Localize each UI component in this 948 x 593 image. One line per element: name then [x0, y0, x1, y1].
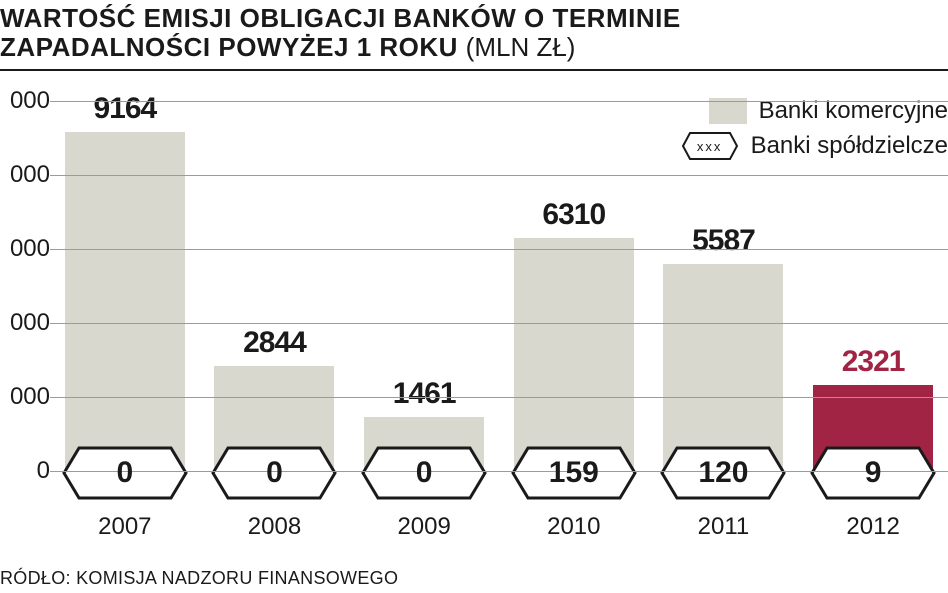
cooperative-value: 0	[416, 456, 433, 490]
bar-column: 63101592010	[514, 198, 634, 471]
x-category-label: 2007	[65, 513, 185, 541]
bar-column: 146102009	[364, 377, 484, 471]
y-tick-label: 000	[0, 309, 50, 337]
y-tick-label: 000	[0, 383, 50, 411]
plot-area: 9164020072844020081461020096310159201055…	[50, 101, 948, 471]
chart-area: Banki komercyjne xxx Banki spółdzielcze …	[0, 101, 948, 536]
bar-rect	[663, 264, 783, 471]
bar-column: 232192012	[813, 345, 933, 471]
gridline	[50, 471, 948, 472]
title-unit-note: (mln zł)	[466, 32, 576, 62]
chart-title-block: Wartość emisji obligacji banków o termin…	[0, 0, 948, 71]
bar-value-label: 2844	[243, 326, 306, 360]
cooperative-value: 0	[116, 456, 133, 490]
cooperative-hex-badge: 9	[809, 445, 937, 501]
x-category-label: 2009	[364, 513, 484, 541]
bar-value-label: 2321	[842, 345, 905, 379]
bar-value-label: 1461	[393, 377, 456, 411]
cooperative-value: 9	[865, 456, 882, 490]
bar-rect	[514, 238, 634, 471]
cooperative-hex-badge: 0	[61, 445, 189, 501]
cooperative-hex-badge: 0	[360, 445, 488, 501]
title-line-2: zapadalności powyżej 1 roku (mln zł)	[0, 33, 948, 62]
cooperative-hex-badge: 120	[659, 445, 787, 501]
source-prefix: ródło:	[0, 568, 71, 588]
x-category-label: 2012	[813, 513, 933, 541]
source-line: ródło: Komisja Nadzoru Finansowego	[0, 568, 398, 589]
x-category-label: 2010	[514, 513, 634, 541]
x-category-label: 2008	[214, 513, 334, 541]
cooperative-hex-badge: 159	[510, 445, 638, 501]
x-category-label: 2011	[663, 513, 783, 541]
gridline	[50, 101, 948, 102]
source-text: Komisja Nadzoru Finansowego	[76, 568, 398, 588]
cooperative-hex-badge: 0	[210, 445, 338, 501]
title-line-1: Wartość emisji obligacji banków o termin…	[0, 4, 948, 33]
bar-value-label: 5587	[692, 224, 755, 258]
y-tick-label: 000	[0, 161, 50, 189]
bar-column: 916402007	[65, 92, 185, 471]
title-line-2-strong: zapadalności powyżej 1 roku	[0, 32, 458, 62]
gridline	[50, 397, 948, 398]
bar-value-label: 9164	[93, 92, 156, 126]
bar-column: 55871202011	[663, 224, 783, 471]
bar-column: 284402008	[214, 326, 334, 471]
bar-value-label: 6310	[542, 198, 605, 232]
y-tick-label: 000	[0, 235, 50, 263]
y-tick-label: 0	[0, 457, 50, 485]
cooperative-value: 159	[549, 456, 599, 490]
bars-container: 9164020072844020081461020096310159201055…	[50, 101, 948, 471]
y-tick-label: 000	[0, 87, 50, 115]
bar-rect	[65, 132, 185, 471]
cooperative-value: 120	[698, 456, 748, 490]
gridline	[50, 175, 948, 176]
cooperative-value: 0	[266, 456, 283, 490]
gridline	[50, 249, 948, 250]
gridline	[50, 323, 948, 324]
